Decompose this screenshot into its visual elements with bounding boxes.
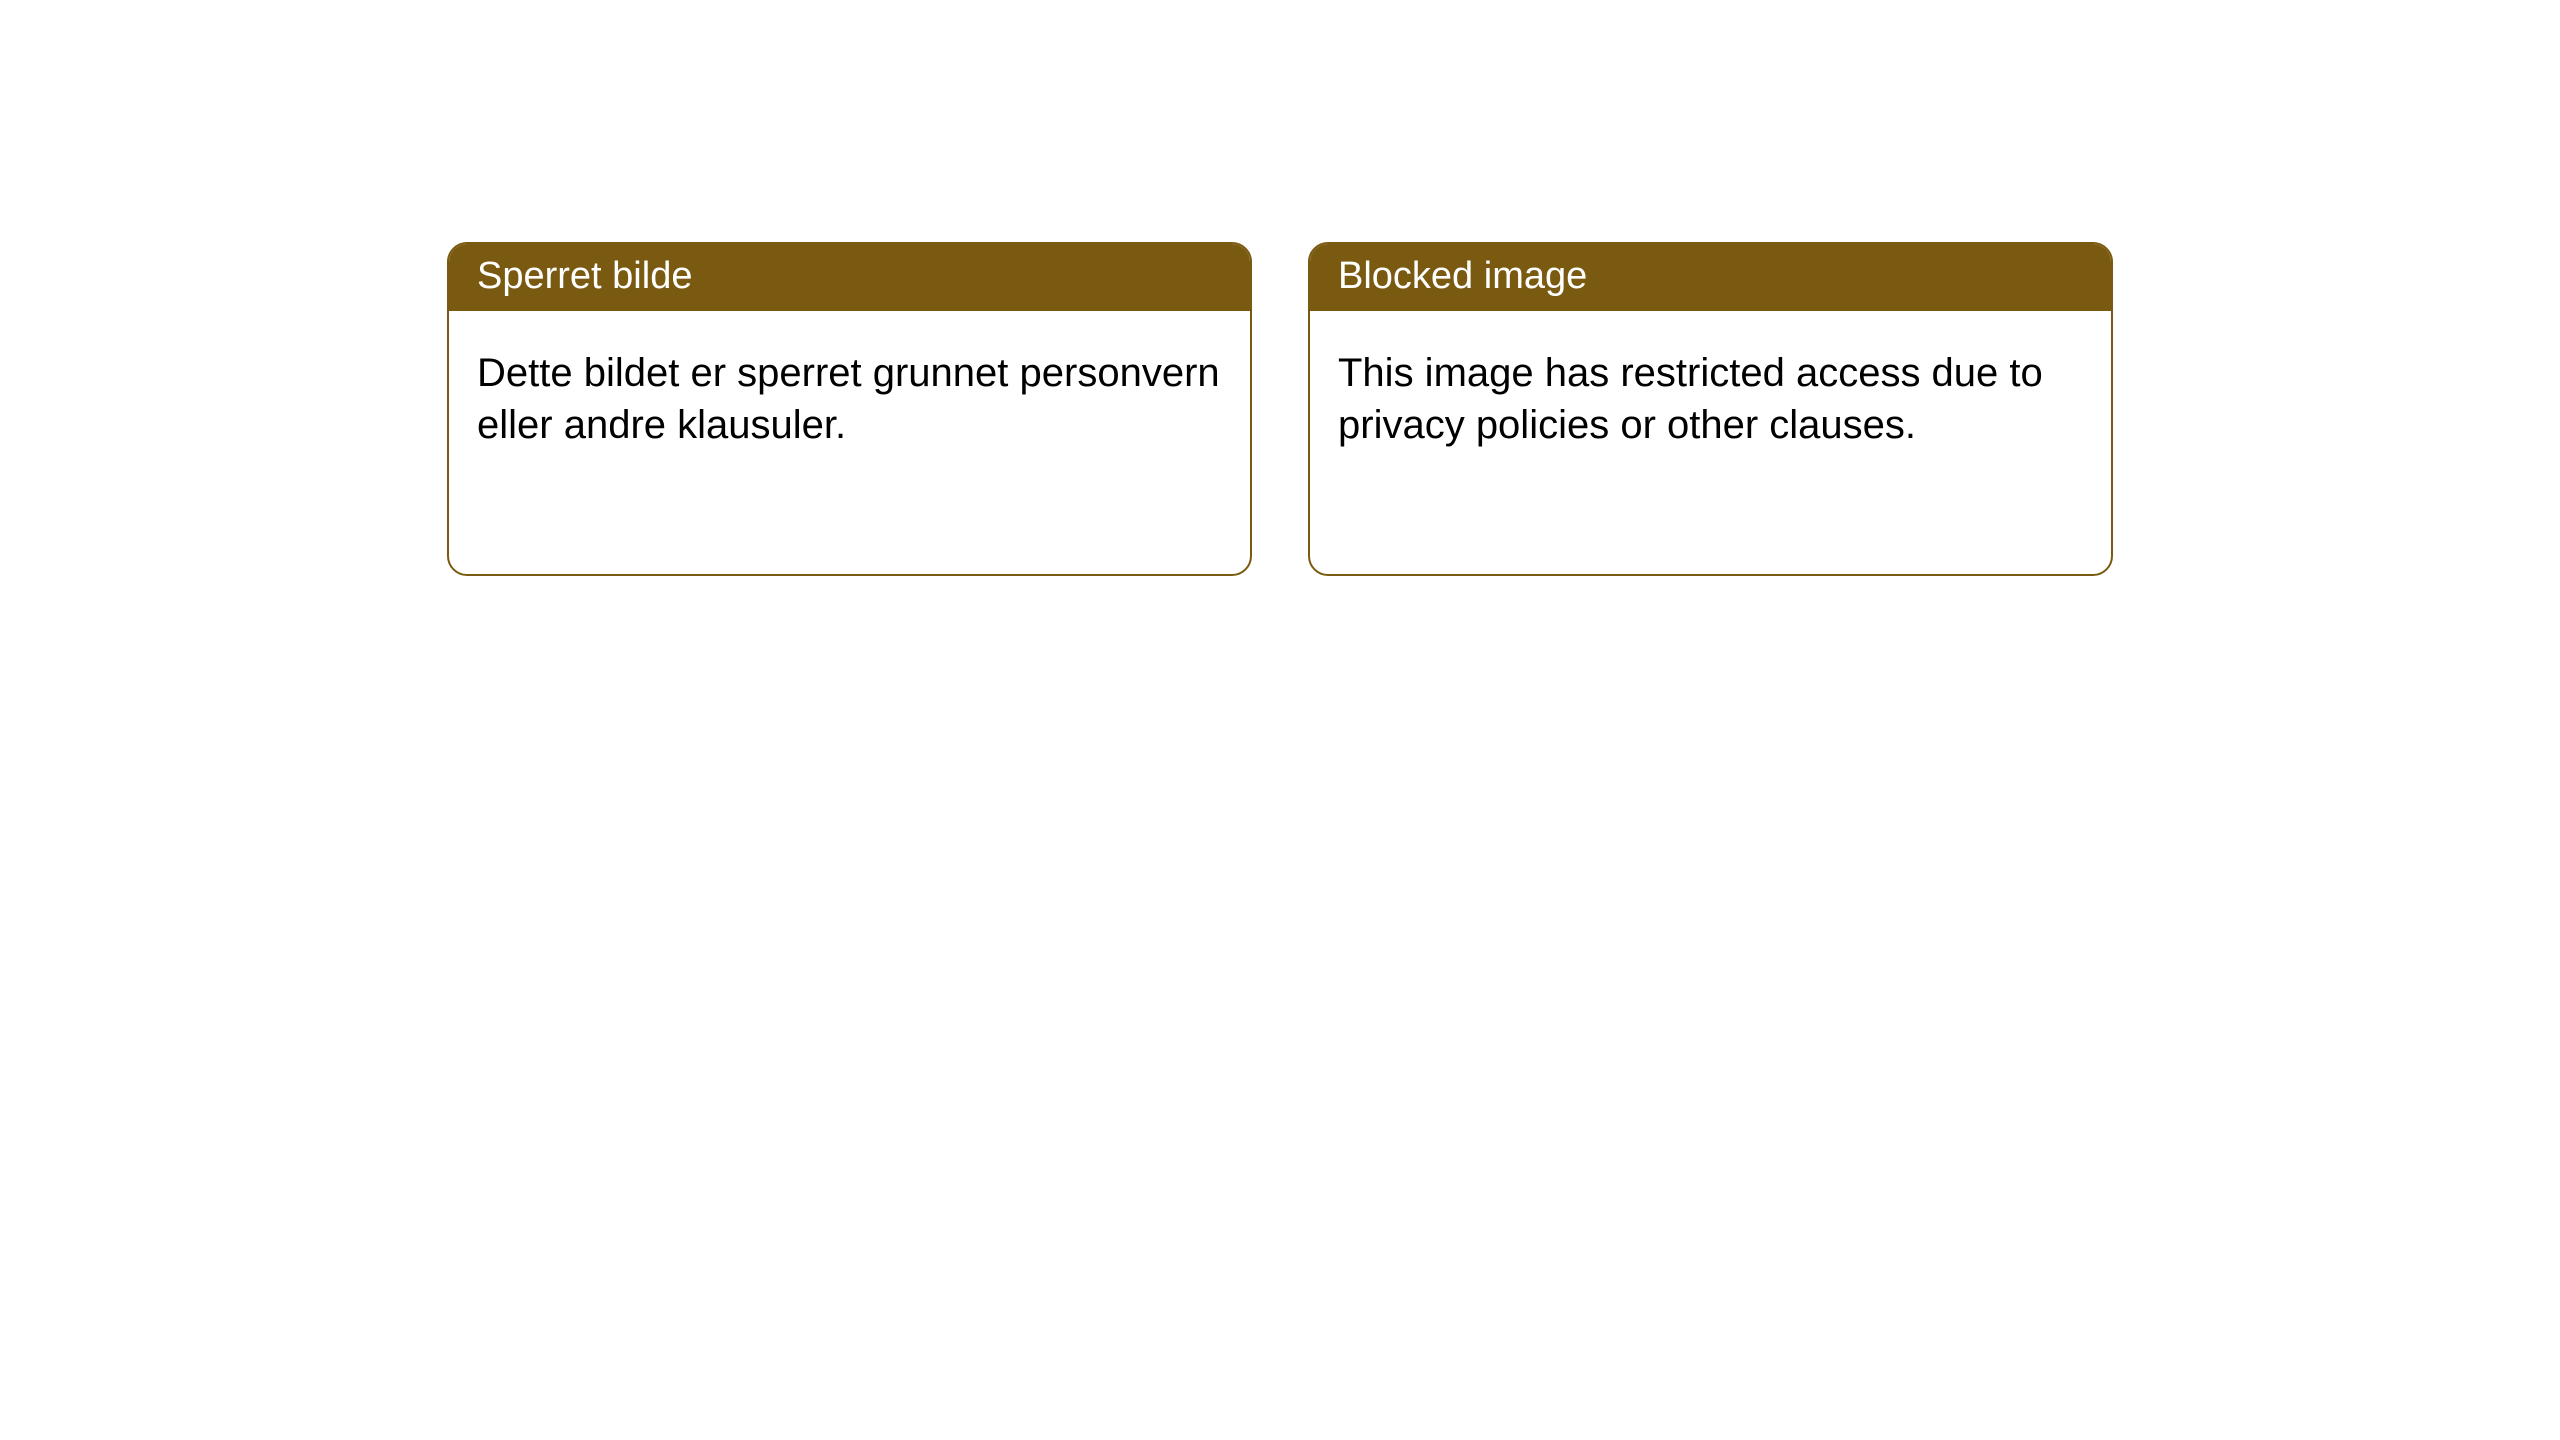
- card-title: Sperret bilde: [477, 255, 692, 297]
- card-header: Blocked image: [1310, 244, 2111, 311]
- card-body: Dette bildet er sperret grunnet personve…: [449, 311, 1250, 479]
- card-title: Blocked image: [1338, 255, 1587, 297]
- card-header: Sperret bilde: [449, 244, 1250, 311]
- card-body: This image has restricted access due to …: [1310, 311, 2111, 479]
- card-message: Dette bildet er sperret grunnet personve…: [477, 351, 1220, 447]
- notice-container: Sperret bilde Dette bildet er sperret gr…: [0, 0, 2560, 576]
- card-message: This image has restricted access due to …: [1338, 351, 2043, 447]
- notice-card-norwegian: Sperret bilde Dette bildet er sperret gr…: [447, 242, 1252, 576]
- notice-card-english: Blocked image This image has restricted …: [1308, 242, 2113, 576]
